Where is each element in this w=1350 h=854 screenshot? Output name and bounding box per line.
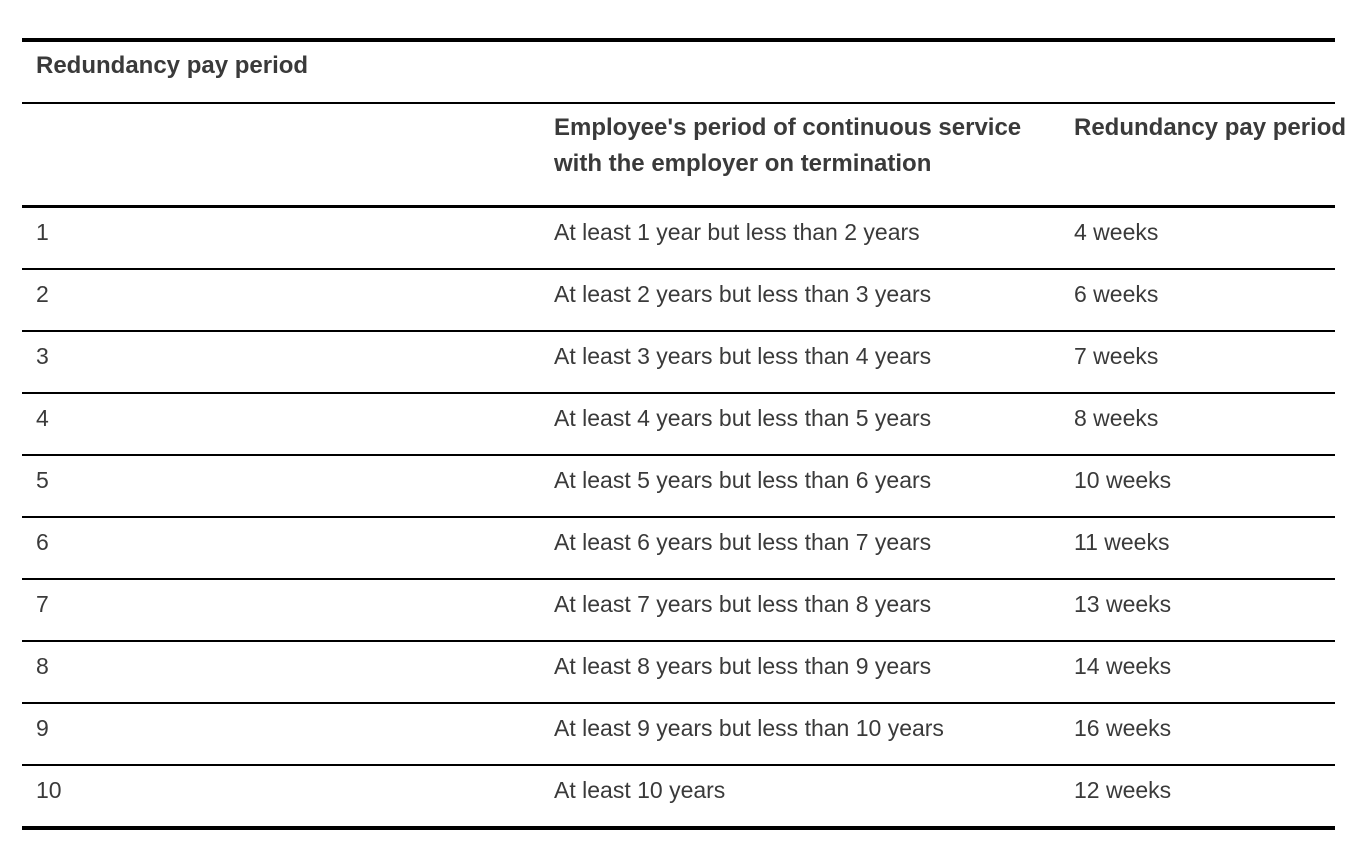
pay-period-cell: 6 weeks <box>1060 269 1336 332</box>
table-row: 3 At least 3 years but less than 4 years… <box>22 331 1336 394</box>
pay-period-cell: 11 weeks <box>1060 517 1336 580</box>
table-header-row: Employee's period of continuous service … <box>22 103 1346 208</box>
service-period-cell: At least 8 years but less than 9 years <box>540 641 1060 704</box>
table-row: 2 At least 2 years but less than 3 years… <box>22 269 1336 332</box>
pay-period-cell: 8 weeks <box>1060 393 1336 456</box>
row-number-cell: 4 <box>22 393 540 456</box>
col-header-service: Employee's period of continuous service … <box>540 103 1060 208</box>
table-row: 1 At least 1 year but less than 2 years … <box>22 206 1336 270</box>
table-row: 6 At least 6 years but less than 7 years… <box>22 517 1336 580</box>
row-number-cell: 2 <box>22 269 540 332</box>
table-row: 8 At least 8 years but less than 9 years… <box>22 641 1336 704</box>
service-period-cell: At least 10 years <box>540 765 1060 830</box>
row-number-cell: 7 <box>22 579 540 642</box>
pay-period-cell: 13 weeks <box>1060 579 1336 642</box>
pay-period-cell: 10 weeks <box>1060 455 1336 518</box>
table-row: 9 At least 9 years but less than 10 year… <box>22 703 1336 766</box>
service-period-cell: At least 2 years but less than 3 years <box>540 269 1060 332</box>
service-period-cell: At least 5 years but less than 6 years <box>540 455 1060 518</box>
table-caption-row: Redundancy pay period <box>22 38 1336 104</box>
row-number-cell: 5 <box>22 455 540 518</box>
pay-period-cell: 7 weeks <box>1060 331 1336 394</box>
redundancy-pay-table: Redundancy pay period Employee's period … <box>22 38 1346 830</box>
row-number-cell: 3 <box>22 331 540 394</box>
service-period-cell: At least 3 years but less than 4 years <box>540 331 1060 394</box>
table-row: 5 At least 5 years but less than 6 years… <box>22 455 1336 518</box>
col-header-pay: Redundancy pay period <box>1060 103 1346 208</box>
row-number-cell: 6 <box>22 517 540 580</box>
pay-period-cell: 16 weeks <box>1060 703 1336 766</box>
pay-period-cell: 4 weeks <box>1060 206 1336 270</box>
redundancy-table-container: Redundancy pay period Employee's period … <box>22 38 1346 830</box>
service-period-cell: At least 9 years but less than 10 years <box>540 703 1060 766</box>
pay-period-cell: 14 weeks <box>1060 641 1336 704</box>
service-period-cell: At least 1 year but less than 2 years <box>540 206 1060 270</box>
pay-period-cell: 12 weeks <box>1060 765 1336 830</box>
service-period-cell: At least 6 years but less than 7 years <box>540 517 1060 580</box>
row-number-cell: 1 <box>22 206 540 270</box>
service-period-cell: At least 4 years but less than 5 years <box>540 393 1060 456</box>
table-caption: Redundancy pay period <box>22 38 1336 104</box>
row-number-cell: 8 <box>22 641 540 704</box>
row-number-cell: 10 <box>22 765 540 830</box>
row-number-cell: 9 <box>22 703 540 766</box>
service-period-cell: At least 7 years but less than 8 years <box>540 579 1060 642</box>
table-row: 4 At least 4 years but less than 5 years… <box>22 393 1336 456</box>
col-header-empty <box>22 103 540 208</box>
table-row: 7 At least 7 years but less than 8 years… <box>22 579 1336 642</box>
table-row: 10 At least 10 years 12 weeks <box>22 765 1336 830</box>
